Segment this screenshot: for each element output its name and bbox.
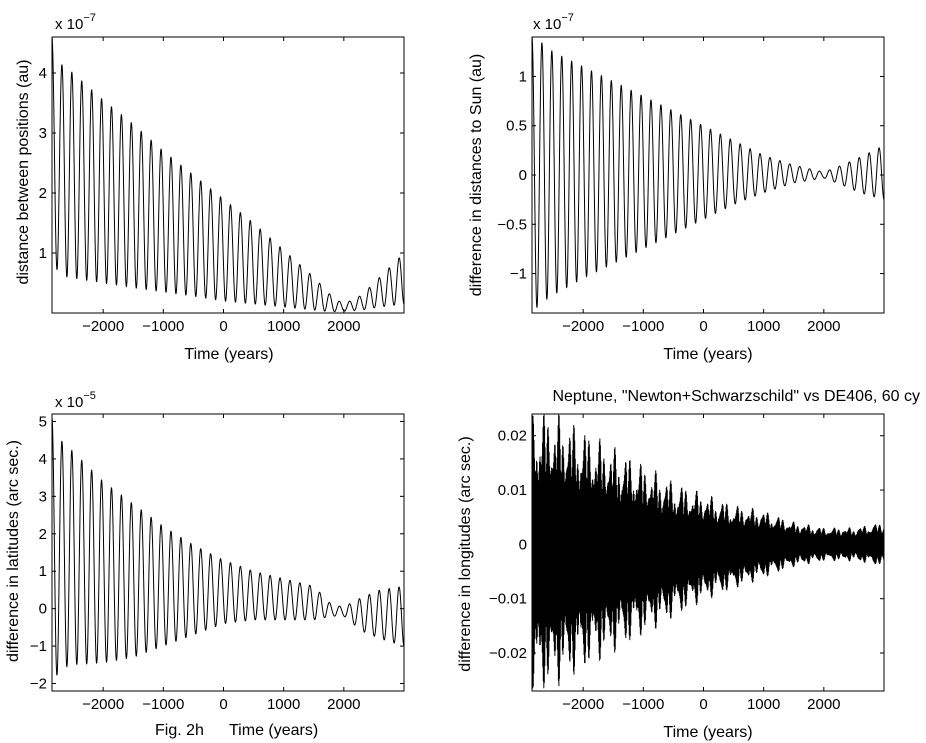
x-tick-label: −1000 <box>142 318 184 335</box>
x-tick-label: −1000 <box>622 318 664 335</box>
plot-area: −2000 −1000 0 1000 2000 −0.02 −0.01 0 0.01 0.02 <box>489 413 885 713</box>
chart-title: Neptune, "Newton+Schwarzschild" vs DE406… <box>552 388 920 405</box>
y-tick-label: 5 <box>39 413 47 430</box>
x-tick-label: 2000 <box>327 318 360 335</box>
x-tick-label: 1000 <box>267 318 300 335</box>
y-tick-label: 0.5 <box>506 118 527 135</box>
plot-frame <box>51 36 405 314</box>
y-tick-label: 3 <box>39 488 47 505</box>
y-exponent-label: x 10−7 <box>533 12 574 33</box>
series-line <box>51 36 405 313</box>
x-tick-label: −1000 <box>142 696 184 713</box>
x-tick-label: 1000 <box>747 696 780 713</box>
y-tick-label: 4 <box>39 451 47 468</box>
y-tick-label: 4 <box>39 65 47 82</box>
series-line <box>531 414 885 689</box>
plot-area: −2000 −1000 0 1000 2000 −2 −1 0 1 2 3 4 5 <box>30 413 405 713</box>
plot-frame <box>531 413 885 692</box>
y-tick-label: 2 <box>39 526 47 543</box>
y-tick-label: 0 <box>519 536 527 553</box>
x-tick-label: 0 <box>219 318 227 335</box>
y-tick-label: −0.01 <box>489 591 527 608</box>
figure-caption: Fig. 2h <box>155 722 204 739</box>
x-tick-label: −1000 <box>622 696 664 713</box>
y-exponent-label: x 10−5 <box>55 390 96 411</box>
x-tick-label: 0 <box>699 318 707 335</box>
y-axis-label: difference in latitudes (arc sec.) <box>5 440 22 662</box>
x-tick-label: 0 <box>219 696 227 713</box>
y-tick-label: 0 <box>519 167 527 184</box>
x-axis-label: Time (years) <box>663 724 752 741</box>
y-exponent-label: x 10−7 <box>55 12 96 33</box>
plot-frame <box>51 413 405 692</box>
x-tick-label: 2000 <box>807 318 840 335</box>
y-tick-label: −0.02 <box>489 645 527 662</box>
y-axis-label: distance between positions (au) <box>15 59 32 284</box>
series-line <box>531 36 885 308</box>
y-axis-label: difference in longitudes (arc sec.) <box>457 436 474 671</box>
y-tick-label: −1 <box>510 266 527 283</box>
y-tick-label: 0.02 <box>498 428 527 445</box>
y-tick-label: 1 <box>39 245 47 262</box>
panel-difference-in-longitudes: Neptune, "Newton+Schwarzschild" vs DE406… <box>457 388 920 741</box>
panel-distance-between-positions: x 10−7 distance between positions (au) T… <box>15 12 405 363</box>
y-tick-label: −1 <box>30 638 47 655</box>
x-tick-label: 0 <box>699 696 707 713</box>
x-tick-label: 2000 <box>807 696 840 713</box>
y-tick-label: 1 <box>39 563 47 580</box>
x-tick-label: −2000 <box>82 696 124 713</box>
x-tick-label: 2000 <box>327 696 360 713</box>
plot-area: −2000 −1000 0 1000 2000 1 2 3 4 <box>39 36 405 335</box>
y-tick-label: −2 <box>30 676 47 693</box>
x-tick-label: 1000 <box>267 696 300 713</box>
x-tick-label: −2000 <box>562 318 604 335</box>
y-tick-label: 2 <box>39 185 47 202</box>
y-axis-label: difference in distances to Sun (au) <box>468 54 485 297</box>
x-tick-label: −2000 <box>562 696 604 713</box>
x-axis-label: Time (years) <box>184 346 273 363</box>
x-tick-label: −2000 <box>82 318 124 335</box>
series-line <box>51 417 405 676</box>
y-tick-label: 1 <box>519 68 527 85</box>
y-tick-label: 3 <box>39 125 47 142</box>
y-tick-label: −0.5 <box>497 216 527 233</box>
y-tick-label: 0 <box>39 601 47 618</box>
panel-difference-in-distances-to-sun: x 10−7 difference in distances to Sun (a… <box>468 12 885 363</box>
panel-difference-in-latitudes: x 10−5 difference in latitudes (arc sec.… <box>5 390 405 739</box>
x-axis-label: Time (years) <box>663 346 752 363</box>
x-tick-label: 1000 <box>747 318 780 335</box>
plot-area: −2000 −1000 0 1000 2000 −1 −0.5 0 0.5 1 <box>497 36 885 335</box>
y-tick-label: 0.01 <box>498 482 527 499</box>
x-axis-label: Time (years) <box>229 722 318 739</box>
